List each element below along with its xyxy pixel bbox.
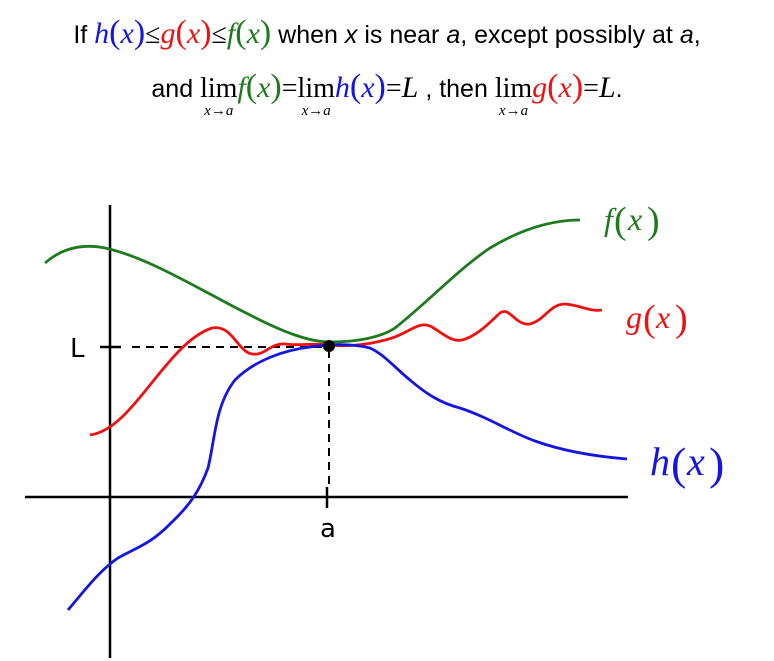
- is-near-text: is near: [364, 21, 440, 49]
- f-curve: [44, 218, 581, 344]
- limit-f: lim x→a: [200, 73, 238, 119]
- L-label: L: [70, 334, 85, 364]
- f-label-close-paren: ): [647, 200, 660, 242]
- f-label-open-paren: (: [614, 200, 627, 242]
- statement-line-2: and lim x→a f(x)=lim x→a h(x)=L , then lim x→…: [0, 68, 774, 119]
- equals-1: =: [281, 73, 298, 104]
- limit-point: [323, 340, 335, 352]
- L-symbol-2: L: [598, 71, 616, 104]
- g-label-x: x: [655, 299, 670, 335]
- a-variable-2: a: [679, 21, 694, 49]
- h-label-name: h: [650, 439, 670, 484]
- limit-h: lim x→a: [297, 73, 335, 119]
- f-symbol: f(x): [226, 14, 272, 51]
- period: .: [615, 75, 623, 103]
- f-label: f ( x ): [604, 200, 660, 242]
- f-symbol-limit: f(x): [237, 68, 282, 105]
- then-text: , then: [425, 75, 488, 103]
- limit-g: lim x→a: [494, 73, 533, 119]
- except-text: , except possibly at: [460, 21, 673, 49]
- g-curve: [89, 302, 603, 437]
- and-word: and: [151, 75, 194, 103]
- statement-line-1: If h(x)≤g(x)≤f(x) when x is near a, exce…: [0, 14, 774, 52]
- x-variable: x: [344, 21, 358, 49]
- g-label: g ( x ): [626, 298, 688, 340]
- leq-symbol: ≤: [145, 19, 161, 50]
- when-word: when: [278, 21, 338, 49]
- f-label-x: x: [627, 201, 642, 237]
- equals-2: =: [385, 73, 402, 104]
- h-label: h ( x ): [650, 438, 724, 489]
- g-label-close-paren: ): [675, 298, 688, 340]
- g-symbol-limit: g(x): [532, 68, 584, 105]
- a-variable: a: [446, 21, 461, 49]
- equals-3: =: [583, 73, 599, 104]
- L-symbol: L: [401, 71, 419, 104]
- h-label-x: x: [686, 439, 705, 484]
- h-label-close-paren: ): [709, 438, 724, 489]
- if-word: If: [73, 21, 88, 49]
- comma: ,: [693, 21, 701, 49]
- h-symbol-limit: h(x): [334, 68, 386, 105]
- g-label-open-paren: (: [643, 298, 656, 340]
- a-label: a: [320, 514, 336, 544]
- h-symbol: h(x): [94, 14, 146, 51]
- g-label-name: g: [626, 299, 642, 335]
- g-symbol: g(x): [160, 14, 212, 51]
- h-label-open-paren: (: [671, 438, 686, 489]
- leq-symbol-2: ≤: [211, 19, 227, 50]
- h-curve: [66, 343, 628, 611]
